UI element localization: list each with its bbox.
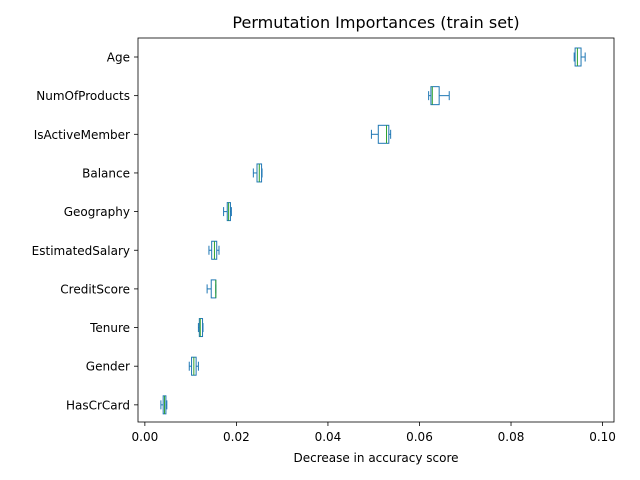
y-tick-label: Tenure	[89, 321, 130, 335]
box-iqr	[198, 318, 204, 338]
y-axis: Age NumOfProducts IsActiveMember Balance Geo…	[32, 51, 138, 412]
y-tick-label: CreditScore	[60, 282, 130, 296]
box-gender	[188, 356, 199, 376]
y-tick-label: Geography	[64, 205, 130, 219]
plot-area	[160, 47, 586, 415]
box-numofproducts	[428, 86, 450, 106]
chart-title: Permutation Importances (train set)	[232, 13, 519, 32]
box-creditscore	[206, 279, 217, 299]
y-tick-label: EstimatedSalary	[32, 244, 130, 258]
box-iqr	[210, 279, 217, 299]
box-iqr	[377, 124, 390, 144]
y-tick-label: Gender	[86, 360, 130, 374]
x-axis-label: Decrease in accuracy score	[293, 451, 458, 465]
x-tick-label: 0.04	[315, 430, 342, 444]
box-hascrcard	[160, 395, 168, 415]
y-tick-label: HasCrCard	[66, 398, 130, 412]
x-tick-label: 0.10	[589, 430, 616, 444]
box-age	[573, 47, 586, 67]
x-tick-label: 0.00	[132, 430, 159, 444]
box-isactivemember	[370, 124, 392, 144]
y-tick-label: IsActiveMember	[34, 128, 130, 142]
x-axis: 0.00 0.02 0.04 0.06 0.08 0.10	[132, 422, 616, 444]
box-geography	[223, 202, 232, 222]
box-iqr	[574, 47, 582, 67]
box-iqr	[430, 86, 440, 106]
x-tick-label: 0.02	[223, 430, 250, 444]
x-tick-label: 0.06	[406, 430, 433, 444]
box-balance	[252, 163, 263, 183]
y-tick-label: Age	[107, 51, 130, 65]
box-estimatedsalary	[208, 240, 220, 260]
y-tick-label: Balance	[82, 166, 130, 180]
axes-frame	[137, 37, 615, 423]
y-tick-label: NumOfProducts	[36, 89, 130, 103]
box-tenure	[197, 318, 204, 338]
x-tick-label: 0.08	[498, 430, 525, 444]
